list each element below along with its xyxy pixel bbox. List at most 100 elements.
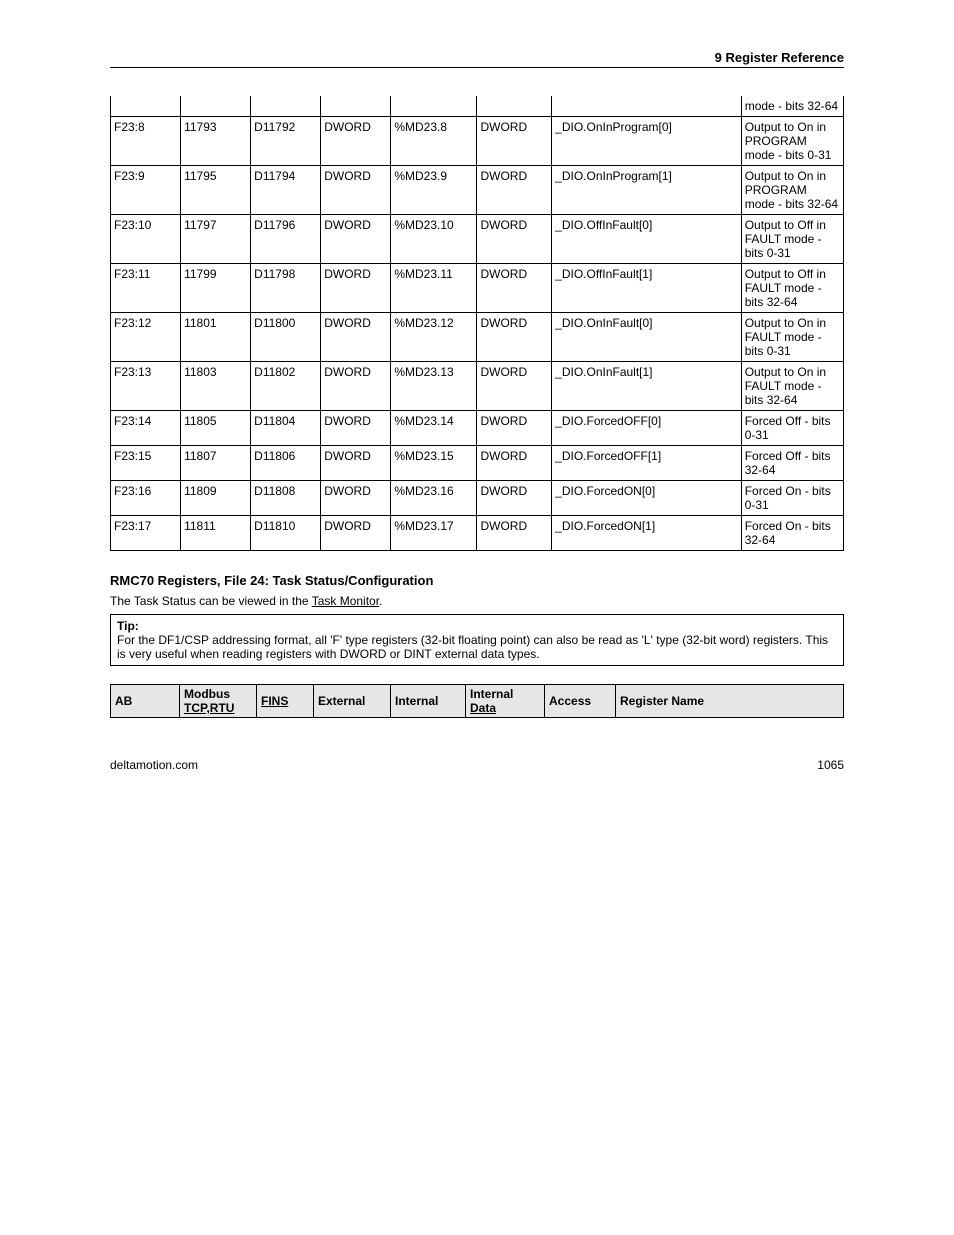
table-cell: Output to On in PROGRAM mode - bits 0-31 (741, 117, 843, 166)
table-cell: Forced Off - bits 32-64 (741, 446, 843, 481)
table-cell: Output to On in PROGRAM mode - bits 32-6… (741, 166, 843, 215)
table-row: F23:911795D11794DWORD%MD23.9DWORD_DIO.On… (111, 166, 844, 215)
register-table: mode - bits 32-64F23:811793D11792DWORD%M… (110, 96, 844, 551)
table-cell (477, 96, 552, 117)
table-cell: F23:15 (111, 446, 181, 481)
table-cell: Output to Off in FAULT mode - bits 32-64 (741, 264, 843, 313)
footer-left: deltamotion.com (110, 758, 198, 772)
table-cell: F23:17 (111, 516, 181, 551)
intro-text-pre: The Task Status can be viewed in the (110, 594, 312, 608)
table-cell: Output to On in FAULT mode - bits 32-64 (741, 362, 843, 411)
tip-label: Tip: (117, 619, 139, 633)
table-cell: %MD23.11 (391, 264, 477, 313)
table-cell: %MD23.16 (391, 481, 477, 516)
table-cell: 11809 (181, 481, 251, 516)
table-cell: F23:14 (111, 411, 181, 446)
table-cell (251, 96, 321, 117)
col-header-register-name: Register Name (616, 685, 844, 718)
table-cell: %MD23.9 (391, 166, 477, 215)
table-cell: %MD23.10 (391, 215, 477, 264)
table-cell: DWORD (321, 411, 391, 446)
table-row: F23:1511807D11806DWORD%MD23.15DWORD_DIO.… (111, 446, 844, 481)
table-cell: Forced Off - bits 0-31 (741, 411, 843, 446)
table-cell: _DIO.OnInProgram[0] (552, 117, 742, 166)
column-headers-table: AB Modbus TCP,RTU FINS External Internal… (110, 684, 844, 718)
data-link[interactable]: Data (470, 701, 496, 715)
table-cell: D11800 (251, 313, 321, 362)
table-cell: _DIO.OnInProgram[1] (552, 166, 742, 215)
table-cell: DWORD (477, 313, 552, 362)
table-cell: F23:9 (111, 166, 181, 215)
table-cell: Output to On in FAULT mode - bits 0-31 (741, 313, 843, 362)
table-row: F23:1011797D11796DWORD%MD23.10DWORD_DIO.… (111, 215, 844, 264)
table-cell: mode - bits 32-64 (741, 96, 843, 117)
col-header-access: Access (545, 685, 616, 718)
table-cell: _DIO.ForcedON[1] (552, 516, 742, 551)
table-cell: D11802 (251, 362, 321, 411)
table-cell (111, 96, 181, 117)
table-cell: 11807 (181, 446, 251, 481)
table-cell: %MD23.14 (391, 411, 477, 446)
section-heading: RMC70 Registers, File 24: Task Status/Co… (110, 573, 844, 588)
table-cell: DWORD (477, 117, 552, 166)
col-header-external: External (314, 685, 391, 718)
table-row: F23:1211801D11800DWORD%MD23.12DWORD_DIO.… (111, 313, 844, 362)
table-cell: _DIO.OnInFault[1] (552, 362, 742, 411)
table-cell: F23:12 (111, 313, 181, 362)
table-cell: Output to Off in FAULT mode - bits 0-31 (741, 215, 843, 264)
table-cell: 11799 (181, 264, 251, 313)
section-intro: The Task Status can be viewed in the Tas… (110, 594, 844, 608)
table-cell: D11798 (251, 264, 321, 313)
table-cell: DWORD (477, 516, 552, 551)
fins-link[interactable]: FINS (261, 694, 288, 708)
table-cell: DWORD (321, 481, 391, 516)
table-cell: DWORD (477, 481, 552, 516)
table-cell: F23:8 (111, 117, 181, 166)
table-cell: DWORD (321, 313, 391, 362)
footer-right: 1065 (817, 758, 844, 772)
table-cell: DWORD (321, 117, 391, 166)
table-cell: %MD23.8 (391, 117, 477, 166)
table-row: mode - bits 32-64 (111, 96, 844, 117)
table-cell: 11811 (181, 516, 251, 551)
table-cell: DWORD (321, 264, 391, 313)
table-cell: _DIO.OffInFault[1] (552, 264, 742, 313)
table-cell: DWORD (321, 166, 391, 215)
table-cell: DWORD (477, 446, 552, 481)
table-row: F23:1711811D11810DWORD%MD23.17DWORD_DIO.… (111, 516, 844, 551)
col-header-fins: FINS (257, 685, 314, 718)
page-footer: deltamotion.com 1065 (110, 758, 844, 772)
table-cell: DWORD (477, 264, 552, 313)
table-cell (321, 96, 391, 117)
table-cell: DWORD (321, 516, 391, 551)
table-cell (391, 96, 477, 117)
table-row: F23:811793D11792DWORD%MD23.8DWORD_DIO.On… (111, 117, 844, 166)
table-cell: F23:16 (111, 481, 181, 516)
table-cell: D11792 (251, 117, 321, 166)
table-cell: D11806 (251, 446, 321, 481)
table-row: F23:1311803D11802DWORD%MD23.13DWORD_DIO.… (111, 362, 844, 411)
table-cell: D11808 (251, 481, 321, 516)
table-cell: _DIO.OnInFault[0] (552, 313, 742, 362)
table-cell: 11793 (181, 117, 251, 166)
table-cell: D11810 (251, 516, 321, 551)
table-cell: DWORD (321, 446, 391, 481)
modbus-link[interactable]: TCP,RTU (184, 701, 234, 715)
table-row: F23:1411805D11804DWORD%MD23.14DWORD_DIO.… (111, 411, 844, 446)
table-row: F23:1611809D11808DWORD%MD23.16DWORD_DIO.… (111, 481, 844, 516)
table-cell: _DIO.ForcedOFF[1] (552, 446, 742, 481)
table-cell: 11805 (181, 411, 251, 446)
table-cell: 11801 (181, 313, 251, 362)
intro-text-post: . (379, 594, 382, 608)
table-cell: Forced On - bits 32-64 (741, 516, 843, 551)
table-cell: 11795 (181, 166, 251, 215)
table-row: F23:1111799D11798DWORD%MD23.11DWORD_DIO.… (111, 264, 844, 313)
table-cell: DWORD (321, 362, 391, 411)
task-monitor-link[interactable]: Task Monitor (312, 594, 379, 608)
table-cell: 11797 (181, 215, 251, 264)
table-cell: DWORD (477, 215, 552, 264)
table-cell: 11803 (181, 362, 251, 411)
table-cell (181, 96, 251, 117)
header-title: 9 Register Reference (715, 50, 844, 65)
table-cell: DWORD (321, 215, 391, 264)
